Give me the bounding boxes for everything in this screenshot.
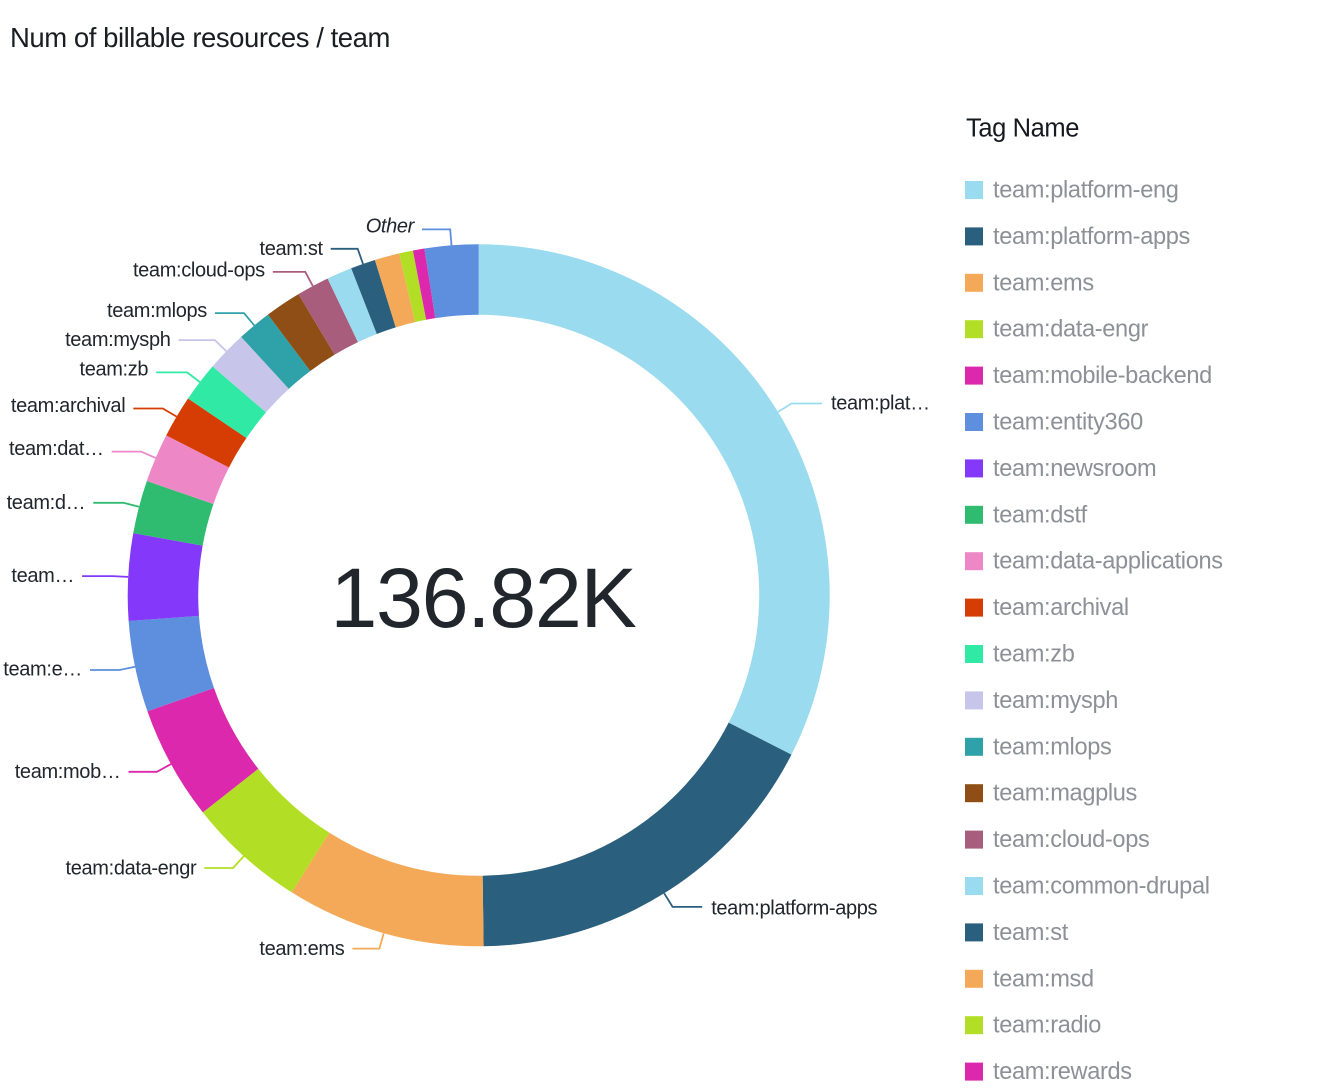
svg-text:team:mlops: team:mlops — [107, 300, 207, 322]
svg-text:team:st: team:st — [993, 920, 1069, 946]
svg-text:team:magplus: team:magplus — [993, 781, 1137, 807]
svg-text:team:archival: team:archival — [993, 595, 1129, 621]
svg-text:team:platform-eng: team:platform-eng — [993, 178, 1179, 204]
svg-text:team:entity360: team:entity360 — [993, 410, 1143, 436]
svg-text:team:rewards: team:rewards — [993, 1059, 1132, 1085]
svg-text:team:newsroom: team:newsroom — [993, 456, 1156, 482]
svg-text:team:dat…: team:dat… — [9, 438, 104, 460]
svg-text:team:st: team:st — [260, 238, 324, 260]
svg-text:team:mobile-backend: team:mobile-backend — [993, 363, 1212, 389]
svg-text:team:cloud-ops: team:cloud-ops — [133, 260, 265, 282]
svg-text:team:mob…: team:mob… — [15, 761, 121, 783]
svg-text:team:zb: team:zb — [993, 642, 1075, 668]
svg-text:team:platform-apps: team:platform-apps — [711, 898, 877, 920]
svg-text:team:radio: team:radio — [993, 1013, 1101, 1039]
svg-text:team:archival: team:archival — [11, 395, 125, 417]
svg-text:team:dstf: team:dstf — [993, 502, 1088, 528]
svg-text:136.82K: 136.82K — [330, 551, 636, 645]
svg-text:team:mlops: team:mlops — [993, 734, 1111, 760]
svg-text:team:zb: team:zb — [79, 359, 148, 381]
svg-text:team:mysph: team:mysph — [993, 688, 1118, 714]
svg-text:team:data-applications: team:data-applications — [993, 549, 1223, 575]
svg-text:team:platform-apps: team:platform-apps — [993, 224, 1190, 250]
svg-text:team:d…: team:d… — [7, 492, 86, 514]
svg-text:team:cloud-ops: team:cloud-ops — [993, 827, 1149, 853]
svg-text:team:ems: team:ems — [259, 938, 344, 960]
svg-text:team:data-engr: team:data-engr — [66, 857, 197, 879]
svg-text:Num of billable resources / te: Num of billable resources / team — [10, 22, 390, 53]
svg-text:Tag Name: Tag Name — [966, 114, 1079, 142]
svg-text:team:msd: team:msd — [993, 966, 1094, 992]
svg-text:team:ems: team:ems — [993, 270, 1094, 296]
svg-text:team:data-engr: team:data-engr — [993, 317, 1149, 343]
svg-text:team:plat…: team:plat… — [831, 392, 930, 414]
svg-text:team:e…: team:e… — [3, 658, 82, 680]
svg-text:team:common-drupal: team:common-drupal — [993, 874, 1210, 900]
svg-text:team:mysph: team:mysph — [65, 329, 170, 351]
svg-text:team…: team… — [11, 565, 74, 587]
svg-text:Other: Other — [366, 215, 416, 237]
